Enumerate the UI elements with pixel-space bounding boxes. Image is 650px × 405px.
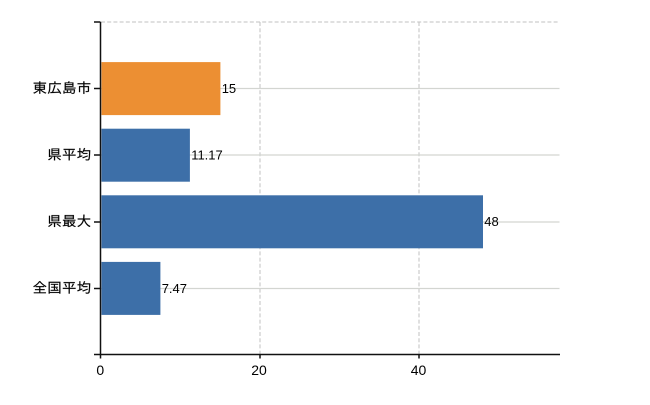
svg-text:15: 15 [222, 81, 236, 96]
svg-text:7.47: 7.47 [162, 281, 187, 296]
svg-text:48: 48 [484, 214, 498, 229]
svg-text:20: 20 [251, 362, 267, 378]
svg-text:40: 40 [411, 362, 427, 378]
svg-text:11.17: 11.17 [191, 148, 223, 163]
svg-text:0: 0 [96, 362, 104, 378]
